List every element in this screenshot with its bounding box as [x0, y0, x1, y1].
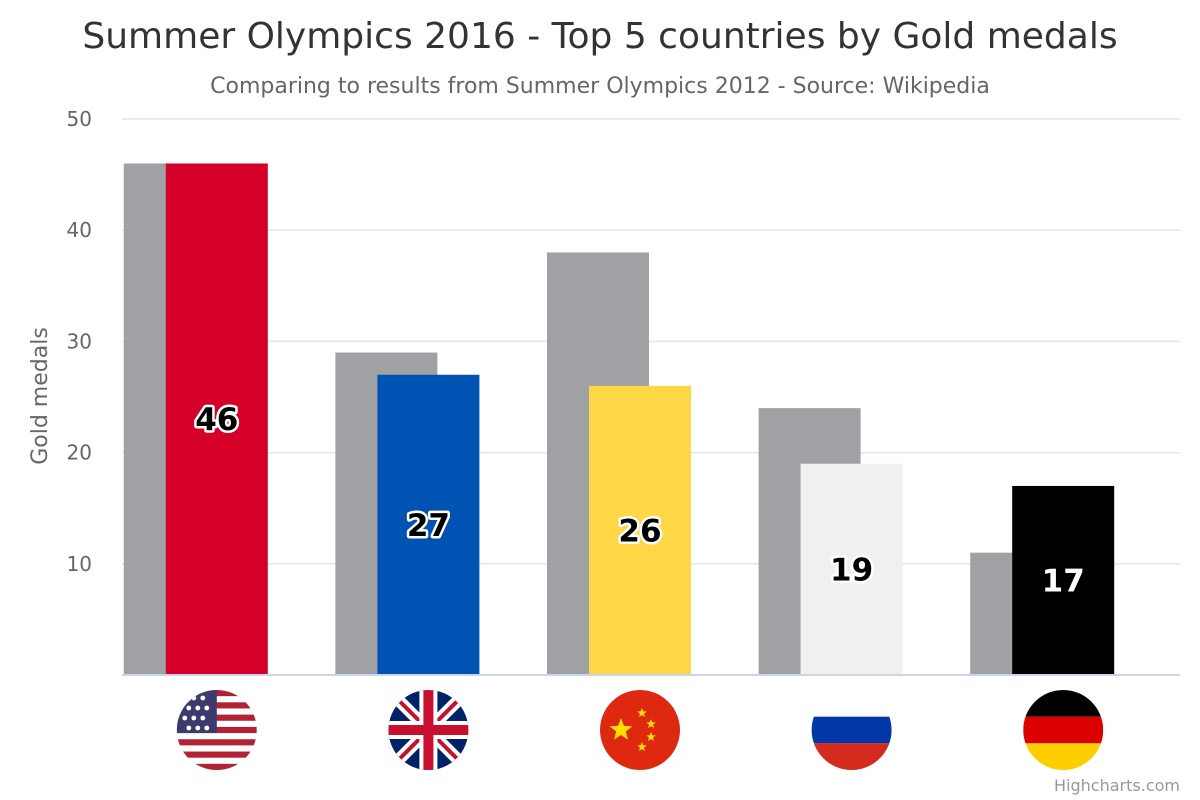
- data-label: 27: [407, 508, 450, 544]
- bar-2016[interactable]: [377, 374, 480, 675]
- y-axis-ticks: 10 20 30 40 50: [67, 107, 92, 576]
- x-axis-flags: [176, 690, 1104, 770]
- credits[interactable]: Highcharts.com: [1054, 776, 1180, 795]
- chart-subtitle: Comparing to results from Summer Olympic…: [210, 74, 990, 99]
- bar-2016[interactable]: [165, 163, 268, 676]
- data-label: 19: [830, 552, 873, 588]
- us-flag-icon: [176, 690, 257, 770]
- y-tick-label: 50: [67, 107, 92, 131]
- data-label: 46: [195, 402, 238, 438]
- chart-title: Summer Olympics 2016 - Top 5 countries b…: [82, 16, 1117, 57]
- y-tick-label: 20: [67, 441, 92, 465]
- y-tick-label: 30: [67, 329, 92, 353]
- bar-2016[interactable]: [589, 385, 691, 675]
- data-labels: 46 27 26 19 17: [193, 400, 1088, 602]
- gb-flag-icon: [388, 690, 469, 770]
- y-tick-label: 40: [67, 218, 92, 242]
- data-label: 17: [1042, 563, 1085, 599]
- y-axis-title: Gold medals: [28, 327, 53, 465]
- bar-2016[interactable]: [1012, 485, 1115, 675]
- bar-2016[interactable]: [800, 463, 903, 675]
- russia-flag-icon: [811, 690, 892, 770]
- y-tick-label: 10: [67, 552, 92, 576]
- data-label: 26: [618, 513, 661, 549]
- germany-flag-icon: [1023, 690, 1104, 770]
- china-flag-icon: [600, 690, 680, 770]
- series-2016: [165, 163, 1115, 676]
